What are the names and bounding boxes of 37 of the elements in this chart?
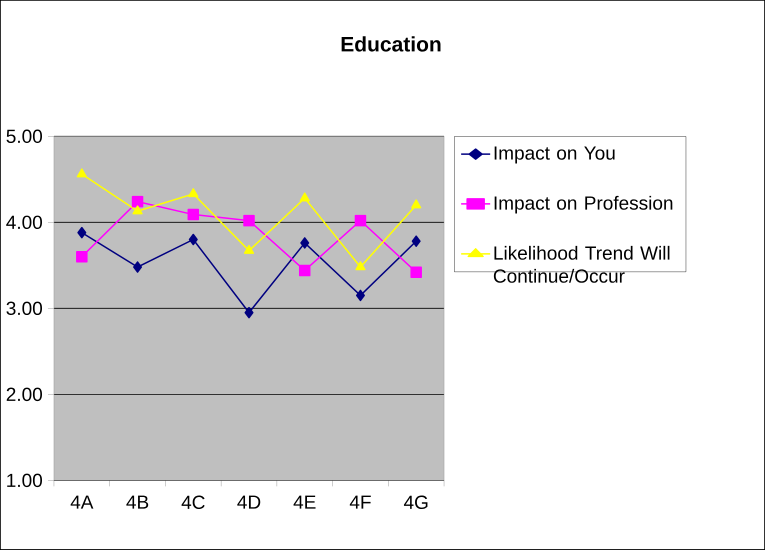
point	[356, 290, 365, 302]
x-tick-label: 4F	[350, 496, 371, 509]
point	[133, 261, 142, 273]
point	[76, 168, 87, 178]
x-tick-label: 4B	[126, 496, 148, 509]
point	[132, 205, 143, 214]
point	[188, 208, 200, 220]
point	[244, 306, 254, 318]
legend-label: Impact on You	[494, 146, 615, 164]
y-tick-label: 4.00	[6, 216, 42, 230]
point	[132, 196, 144, 208]
x-tick-label: 4A	[70, 496, 94, 509]
point	[188, 188, 198, 198]
x-tick-label: 4G	[404, 496, 428, 510]
point	[300, 192, 310, 202]
chart-title: Education	[342, 36, 440, 52]
x-tick-label: 4C	[182, 496, 205, 510]
y-tick-label: 2.00	[6, 388, 42, 402]
y-tick-label: 1.00	[7, 474, 42, 488]
x-tick-label: 4E	[294, 496, 316, 509]
point	[298, 264, 310, 276]
point	[244, 244, 254, 254]
point	[77, 226, 86, 238]
point	[76, 250, 88, 262]
legend-label: Likelihood Trend Will Continue/Occur	[494, 246, 670, 283]
y-tick-label: 5.00	[6, 130, 42, 144]
point	[412, 236, 421, 248]
point	[410, 266, 422, 278]
point	[355, 261, 366, 270]
x-tick-label: 4D	[237, 496, 260, 509]
point	[300, 237, 310, 249]
y-tick-label: 3.00	[6, 302, 42, 316]
legend-label: Impact on Profession	[494, 196, 672, 214]
point	[411, 199, 422, 208]
point	[188, 234, 198, 246]
point	[354, 214, 366, 226]
point	[243, 214, 255, 226]
